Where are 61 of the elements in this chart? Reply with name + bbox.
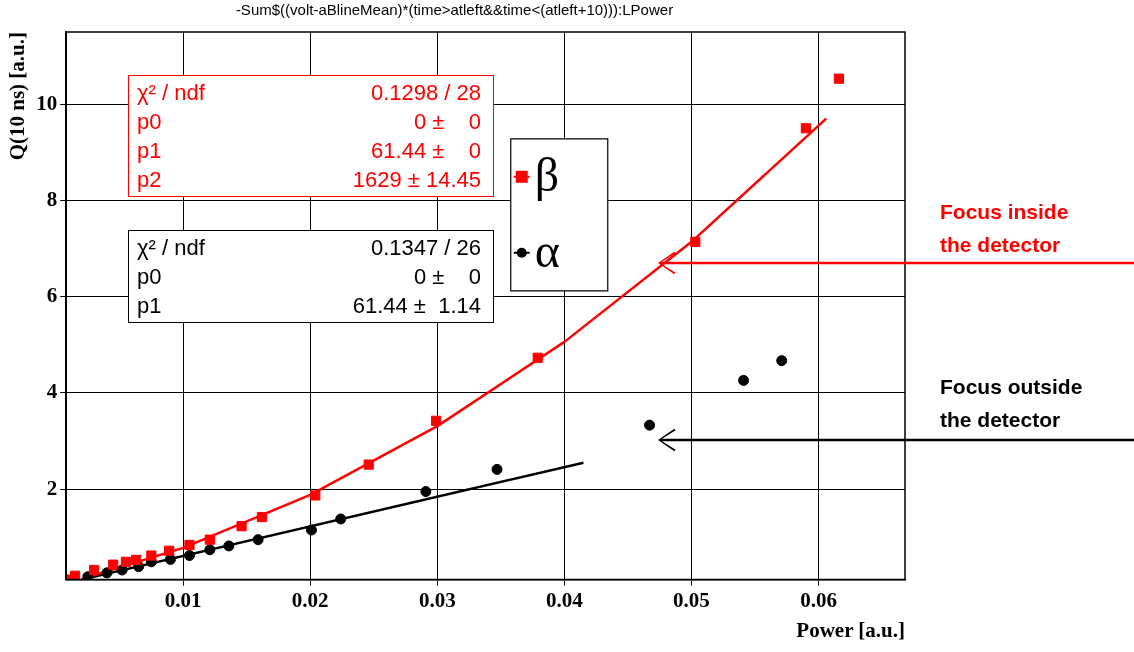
point	[183, 550, 195, 562]
point	[491, 463, 503, 475]
point	[146, 550, 157, 561]
x-tick-label: 0.04	[546, 587, 584, 612]
annotation: χ² / ndf	[137, 79, 206, 107]
annotation: 0.1347 / 26	[369, 234, 481, 262]
text: Focus inside the detector	[940, 199, 1070, 258]
point	[204, 534, 215, 545]
annotation: p1	[137, 292, 163, 320]
x-tick-label: 0.05	[673, 587, 710, 612]
point	[363, 459, 374, 470]
point	[644, 419, 656, 431]
chart-title: -Sum$((volt-aBlineMean)*(time>atleft&&time<(atleft+10))):LPower	[235, 1, 674, 19]
y-tick-label: 10	[36, 90, 58, 115]
text: Focus outside the detector	[940, 374, 1084, 433]
point	[108, 559, 119, 570]
point	[131, 554, 142, 565]
point	[776, 355, 788, 367]
annotation: χ² / ndf	[137, 234, 206, 262]
x-tick-label: 0.01	[164, 587, 202, 612]
point	[690, 236, 701, 247]
point	[800, 123, 811, 134]
annotation: p2	[137, 166, 163, 194]
y-axis-title: Q(10 ns) [a.u.]	[5, 32, 30, 161]
annotation: 61.44 ± 1.14	[351, 292, 481, 320]
legend-label: α	[534, 224, 560, 278]
annotation: p0	[137, 108, 163, 136]
annotation: 0 ± 0	[412, 108, 481, 136]
point	[310, 490, 321, 501]
point	[305, 524, 317, 536]
point	[833, 73, 845, 84]
point	[335, 513, 347, 525]
x-axis-title: Power [a.u.]	[796, 617, 905, 642]
point	[430, 415, 442, 426]
point	[101, 567, 113, 579]
x-tick-label: 0.03	[418, 587, 456, 612]
point	[120, 556, 132, 567]
annotation: 1629 ± 14.45	[351, 166, 481, 194]
point	[532, 352, 543, 363]
y-tick-label: 8	[46, 186, 58, 211]
annotation: 0 ± 0	[412, 263, 481, 291]
annotation: 61.44 ± 0	[370, 137, 481, 165]
point	[252, 534, 264, 546]
y-tick-label: 6	[46, 283, 58, 308]
y-tick-label: 4	[46, 379, 58, 404]
point	[236, 521, 247, 532]
point	[204, 544, 216, 556]
y-tick-label: 2	[46, 475, 58, 500]
point	[738, 374, 750, 386]
annotation: 0.1298 / 28	[369, 79, 481, 107]
annotation: p1	[137, 137, 163, 165]
point	[223, 540, 235, 552]
x-tick-label: 0.06	[800, 587, 837, 612]
legend-label: β	[534, 148, 560, 202]
point	[164, 545, 175, 556]
point	[256, 511, 268, 523]
point	[89, 564, 100, 576]
point	[420, 486, 432, 498]
annotation: p0	[137, 263, 163, 291]
x-tick-label: 0.02	[291, 587, 329, 612]
point	[184, 539, 195, 551]
